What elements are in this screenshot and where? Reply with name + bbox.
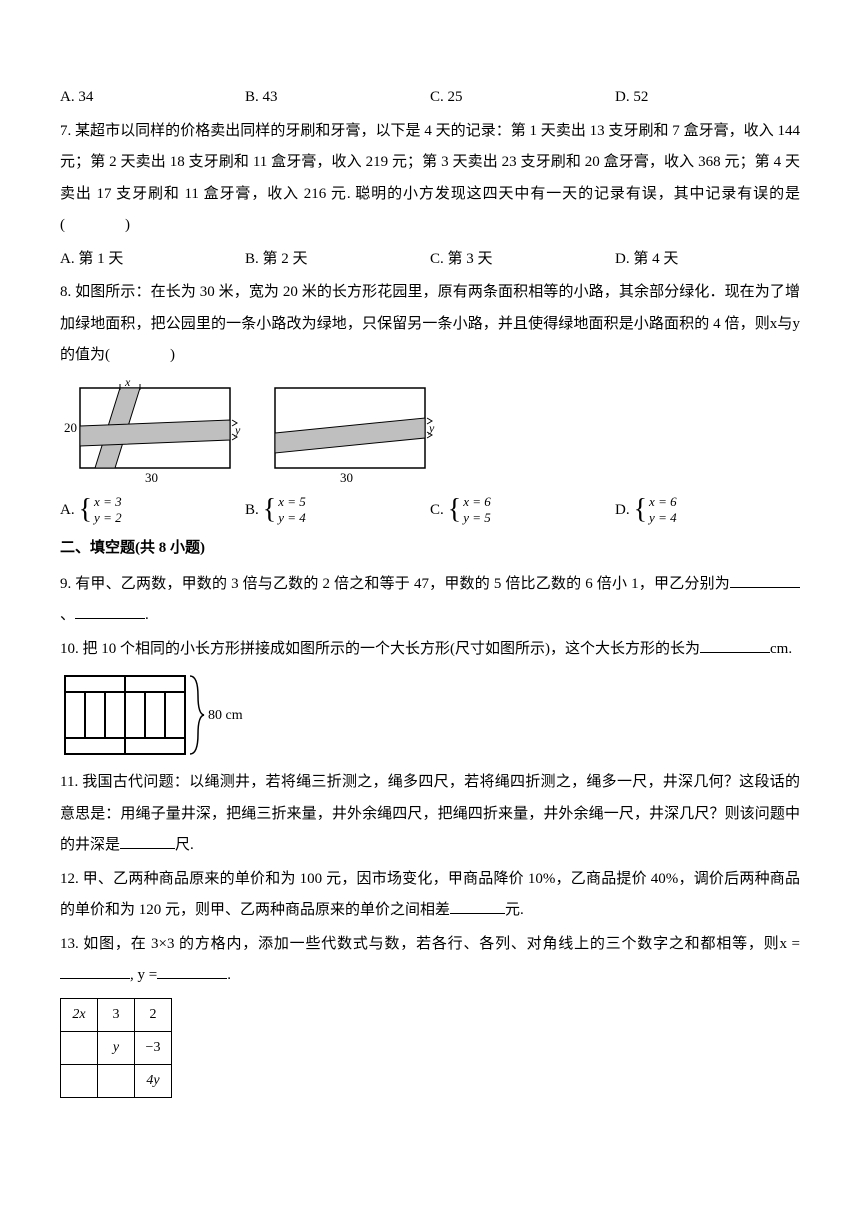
q8-opt-d: D. { x = 6 y = 4 <box>615 494 800 528</box>
q9: 9. 有甲、乙两数，甲数的 3 倍与乙数的 2 倍之和等于 47，甲数的 5 倍… <box>60 569 800 632</box>
q6-opt-b: B. 43 <box>245 82 430 114</box>
q9-blank-1 <box>730 572 800 588</box>
q7-opt-c: C. 第 3 天 <box>430 244 615 276</box>
q8-options: A. { x = 3 y = 2 B. { x = 5 y = 4 C. { x… <box>60 494 800 528</box>
q13-grid: 2x 3 2 y −3 4y <box>60 998 800 1098</box>
q13: 13. 如图，在 3×3 的方格内，添加一些代数式与数，若各行、各列、对角线上的… <box>60 929 800 992</box>
q7-opt-a: A. 第 1 天 <box>60 244 245 276</box>
svg-text:y: y <box>234 423 241 437</box>
q7-opt-d: D. 第 4 天 <box>615 244 800 276</box>
q11: 11. 我国古代问题：以绳测井，若将绳三折测之，绳多四尺，若将绳四折测之，绳多一… <box>60 767 800 862</box>
label-30-left: 30 <box>145 470 158 485</box>
section-2-title: 二、填空题(共 8 小题) <box>60 533 800 565</box>
q7-options: A. 第 1 天 B. 第 2 天 C. 第 3 天 D. 第 4 天 <box>60 244 800 276</box>
grid-r2c3: −3 <box>135 1031 172 1064</box>
q7-text: 7. 某超市以同样的价格卖出同样的牙刷和牙膏，以下是 4 天的记录：第 1 天卖… <box>60 116 800 242</box>
grid-r1c3: 2 <box>135 998 172 1031</box>
q10: 10. 把 10 个相同的小长方形拼接成如图所示的一个大长方形(尺寸如图所示)，… <box>60 634 800 666</box>
q13-blank-x <box>60 963 130 979</box>
label-x: x <box>124 378 131 389</box>
q8-opt-c: C. { x = 6 y = 5 <box>430 494 615 528</box>
grid-r3c2 <box>98 1064 135 1097</box>
q10-figure: 80 cm <box>60 671 800 761</box>
grid-r3c3: 4y <box>135 1064 172 1097</box>
q8-figure-right: y 30 <box>265 378 440 488</box>
grid-r2c2: y <box>98 1031 135 1064</box>
label-20-left: 20 <box>64 420 77 435</box>
q8-figures: x y 20 30 y 30 <box>60 378 800 488</box>
q9-blank-2 <box>75 603 145 619</box>
q10-fig-label: 80 cm <box>208 708 243 723</box>
q8-opt-a: A. { x = 3 y = 2 <box>60 494 245 528</box>
q8-opt-b: B. { x = 5 y = 4 <box>245 494 430 528</box>
q6-options: A. 34 B. 43 C. 25 D. 52 <box>60 82 800 114</box>
q10-blank <box>700 637 770 653</box>
q8-text: 8. 如图所示：在长为 30 米，宽为 20 米的长方形花园里，原有两条面积相等… <box>60 277 800 372</box>
q8-figure-left: x y 20 30 <box>60 378 245 488</box>
q6-opt-c: C. 25 <box>430 82 615 114</box>
q6-opt-a: A. 34 <box>60 82 245 114</box>
q6-opt-d: D. 52 <box>615 82 800 114</box>
grid-r2c1 <box>61 1031 98 1064</box>
q12-blank <box>450 898 505 914</box>
grid-r1c1: 2x <box>61 998 98 1031</box>
q7-opt-b: B. 第 2 天 <box>245 244 430 276</box>
grid-r1c2: 3 <box>98 998 135 1031</box>
label-30-right: 30 <box>340 470 353 485</box>
grid-r3c1 <box>61 1064 98 1097</box>
q11-blank <box>120 833 175 849</box>
q12: 12. 甲、乙两种商品原来的单价和为 100 元，因市场变化，甲商品降价 10%… <box>60 864 800 927</box>
q13-blank-y <box>157 963 227 979</box>
